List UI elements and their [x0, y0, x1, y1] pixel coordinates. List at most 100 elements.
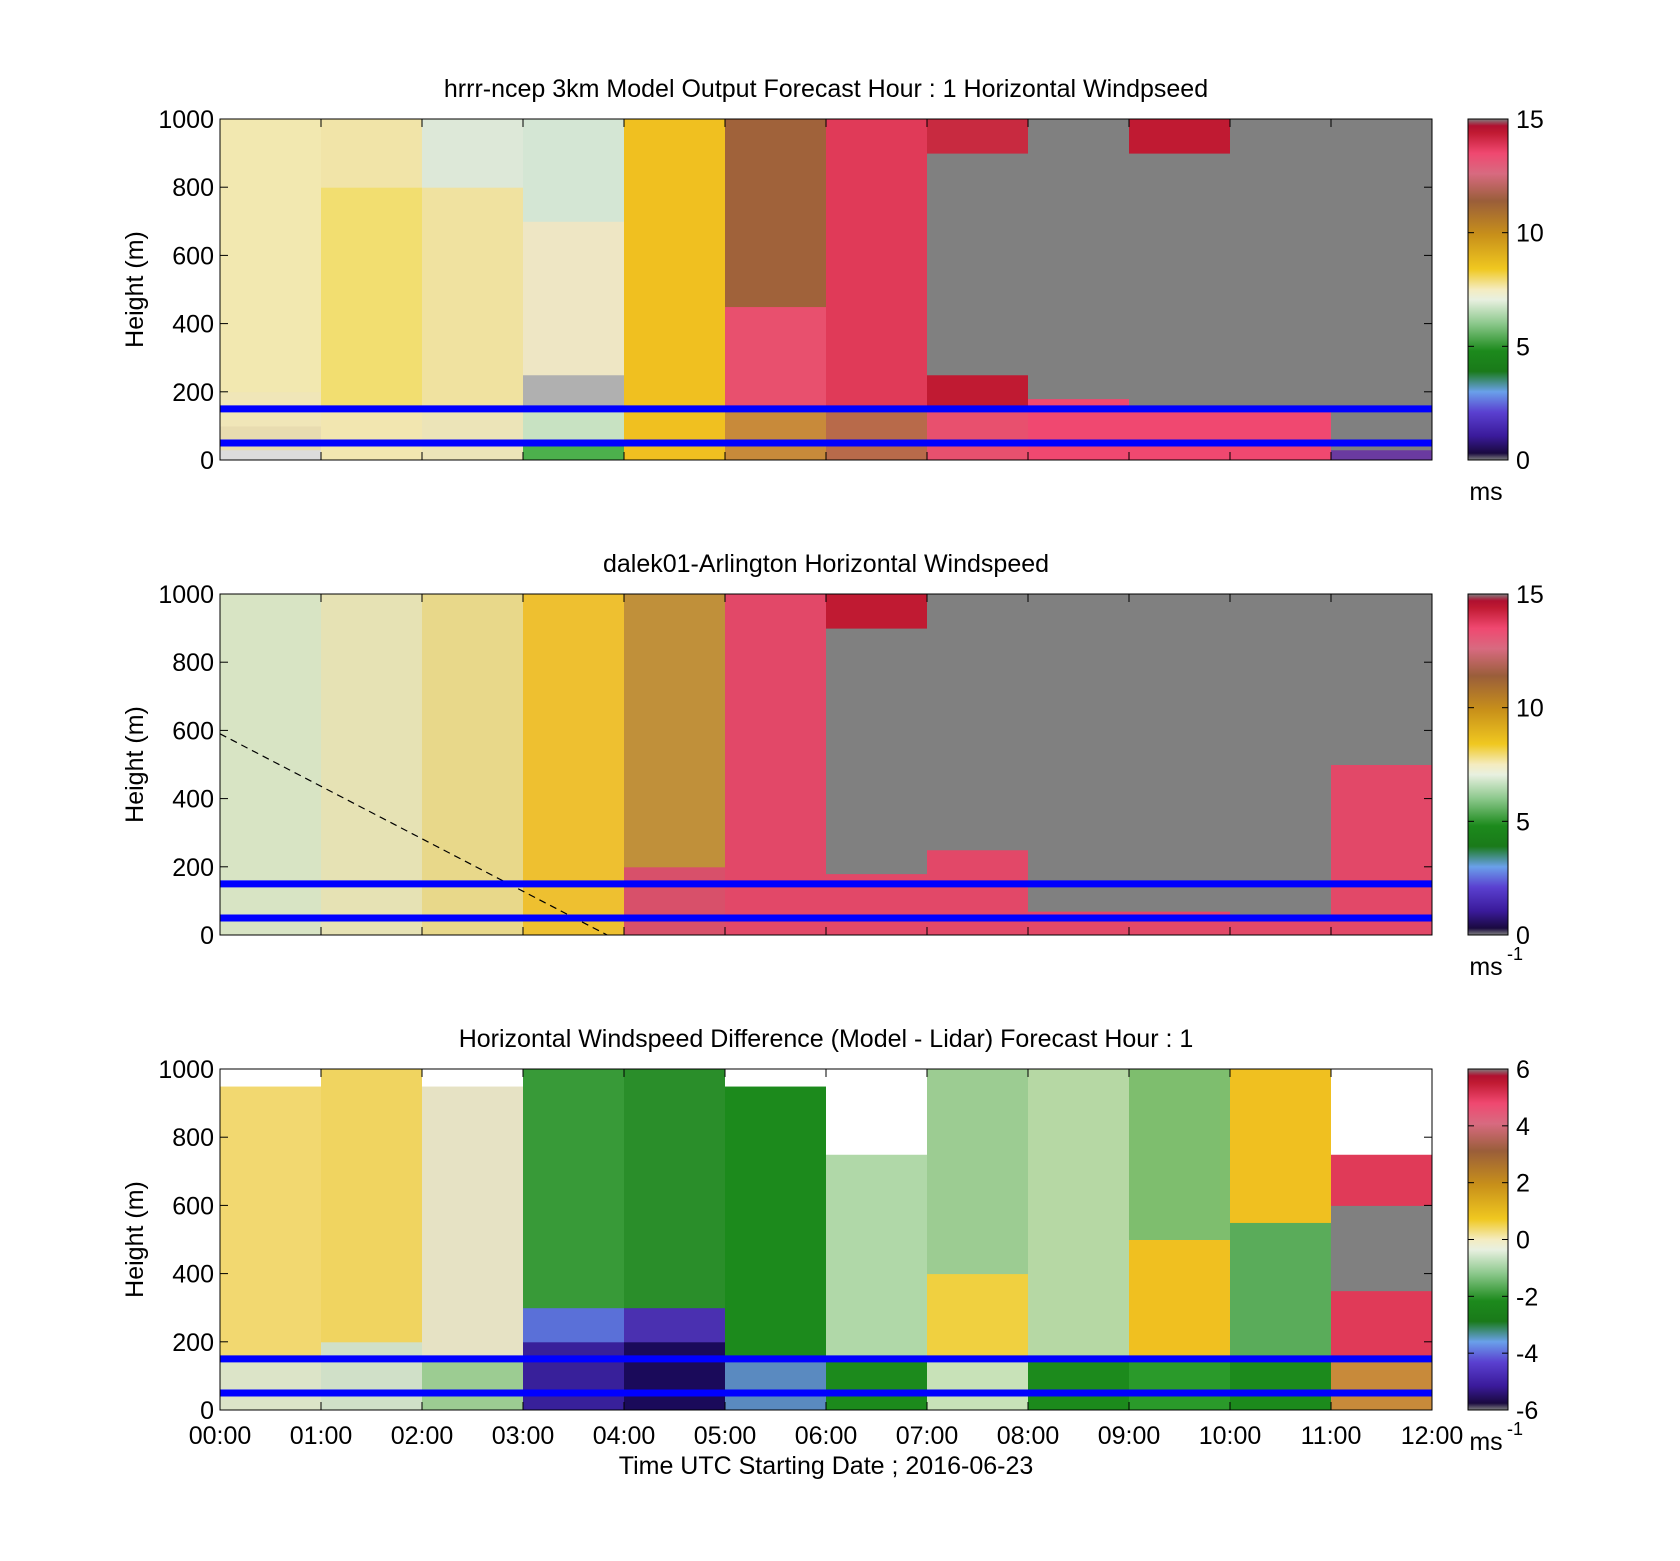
heatmap-cell	[1028, 594, 1130, 912]
heatmap-cell	[422, 1069, 524, 1087]
heatmap-cell	[927, 1273, 1029, 1360]
heatmap-column	[725, 594, 827, 936]
heatmap-cell	[422, 119, 524, 188]
heatmap-cell	[1129, 408, 1231, 461]
heatmap-cell	[927, 1069, 1029, 1275]
heatmap-cell	[826, 1069, 928, 1155]
heatmap-cell	[624, 119, 726, 461]
heatmap-cell	[1331, 764, 1433, 936]
heatmap-cell	[1331, 594, 1433, 765]
heatmap-cell	[1028, 119, 1130, 400]
y-axis-label: Height (m)	[121, 1181, 149, 1298]
y-tick-label: 600	[172, 717, 214, 745]
y-tick-label: 600	[172, 1192, 214, 1220]
heatmap-column	[1331, 594, 1433, 936]
heatmap-cell	[725, 1086, 827, 1360]
heatmap-cell	[1331, 449, 1433, 461]
x-axis-label: Time UTC Starting Date ; 2016-06-23	[619, 1452, 1034, 1480]
panel-title: dalek01-Arlington Horizontal Windspeed	[603, 550, 1049, 578]
panel-title: hrrr-ncep 3km Model Output Forecast Hour…	[444, 75, 1208, 103]
heatmap-column	[624, 119, 726, 461]
heatmap-cell	[1331, 119, 1433, 451]
colorbar-frame	[1467, 593, 1509, 936]
heatmap-cell	[725, 408, 827, 461]
colorbar-tick-label: -2	[1516, 1283, 1538, 1311]
heatmap-column	[1331, 1069, 1433, 1411]
dashed-trend-line	[219, 733, 608, 936]
heatmap-cell	[1129, 153, 1231, 410]
colorbar-tick-label: 0	[1516, 1227, 1530, 1255]
colorbar-tick-label: 0	[1516, 447, 1530, 475]
heatmap-cell	[725, 594, 827, 936]
colorbar-tick-label: 4	[1516, 1113, 1530, 1141]
heatmap-cell	[321, 408, 423, 461]
heatmap-cell	[826, 119, 928, 410]
y-tick-label: 400	[172, 311, 214, 339]
heatmap-cell	[220, 119, 322, 393]
panel-3	[219, 1068, 1433, 1411]
heatmap-cell	[1331, 1358, 1433, 1411]
y-tick-label: 800	[172, 649, 214, 677]
heatmap-cell	[523, 221, 625, 376]
colorbar-tick-label: 5	[1516, 808, 1530, 836]
heatmap-cell	[220, 425, 322, 451]
x-tick-label: 00:00	[189, 1422, 252, 1450]
y-tick-label: 0	[200, 1397, 214, 1425]
y-tick-label: 0	[200, 447, 214, 475]
x-tick-label: 12:00	[1401, 1422, 1464, 1450]
heatmap-column	[1028, 1069, 1130, 1411]
heatmap-column	[725, 1069, 827, 1411]
heatmap-column	[826, 119, 928, 461]
heatmap-column	[1129, 1069, 1231, 1411]
heatmap-cell	[927, 119, 1029, 154]
x-tick-label: 01:00	[290, 1422, 353, 1450]
heatmap-cell	[1028, 1069, 1130, 1360]
x-tick-label: 11:00	[1301, 1422, 1362, 1450]
heatmap-column	[927, 119, 1029, 461]
x-tick-label: 10:00	[1199, 1422, 1262, 1450]
heatmap-cell	[624, 594, 726, 868]
heatmap-cell	[725, 1069, 827, 1087]
heatmap-column	[1230, 119, 1332, 461]
colorbar-tick-label: -6	[1516, 1397, 1538, 1425]
colorbar-unit: ms	[1469, 1428, 1502, 1456]
colorbar-tick-label: 2	[1516, 1170, 1530, 1198]
colorbar-unit-exponent: -1	[1507, 944, 1523, 964]
heatmap-cell	[1230, 1358, 1332, 1411]
colorbar-1	[1467, 118, 1509, 461]
colorbar-tick-label: 15	[1516, 106, 1544, 134]
heatmap-cell	[523, 119, 625, 222]
heatmap-cell	[1331, 1154, 1433, 1206]
y-tick-label: 1000	[158, 1056, 214, 1084]
y-tick-label: 200	[172, 854, 214, 882]
heatmap-column	[422, 1069, 524, 1411]
heatmap-cell	[826, 1358, 928, 1411]
heatmap-cell	[1129, 1239, 1231, 1360]
heatmap-cell	[927, 1358, 1029, 1411]
heatmap-cell	[826, 1154, 928, 1360]
heatmap-cell	[826, 594, 928, 629]
heatmap-column	[725, 119, 827, 461]
heatmap-cell	[220, 1069, 322, 1087]
heatmap-cell	[1230, 408, 1332, 461]
colorbar-tick-label: 15	[1516, 581, 1544, 609]
heatmap-column	[523, 594, 625, 936]
heatmap-cell	[422, 187, 524, 410]
heatmap-cell	[927, 849, 1029, 936]
heatmap-cell	[321, 119, 423, 188]
heatmap-cell	[927, 153, 1029, 376]
x-tick-label: 06:00	[795, 1422, 858, 1450]
heatmap-cell	[624, 1341, 726, 1411]
x-tick-label: 05:00	[694, 1422, 757, 1450]
colorbar-3	[1467, 1068, 1509, 1411]
heatmap-column	[1129, 119, 1231, 461]
heatmap-cell	[1230, 119, 1332, 410]
heatmap-cell	[1331, 1290, 1433, 1360]
y-tick-label: 600	[172, 242, 214, 270]
heatmap-column	[220, 594, 322, 936]
heatmap-column	[220, 119, 322, 461]
heatmap-cell	[624, 866, 726, 936]
heatmap-cell	[624, 1069, 726, 1309]
heatmap-cell	[523, 374, 625, 410]
heatmap-cell	[321, 1069, 423, 1343]
